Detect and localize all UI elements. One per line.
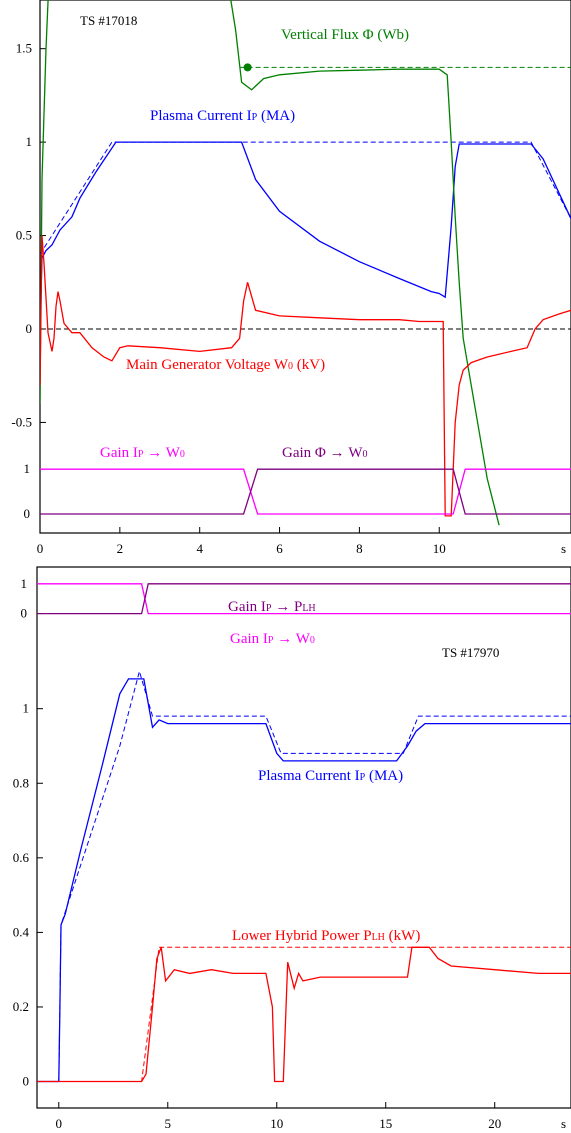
series-gain_ip xyxy=(40,468,571,515)
series-flux xyxy=(40,0,500,526)
gain-ip-w0-label-2: Gain IP → W0 xyxy=(230,631,315,647)
ip-label-2: Plasma Current IP (MA) xyxy=(258,768,403,784)
x-tick-label: 6 xyxy=(276,541,283,556)
x-tick-label: 0 xyxy=(37,541,44,556)
chart-panel-1: 0 2 4 6 8 101.510.50-0.510 TS #17018 Vertical… xyxy=(11,0,571,556)
gain-tick-label: 1 xyxy=(24,461,31,476)
shot-label-1: TS #17018 xyxy=(80,13,137,28)
y-tick-label: 0 xyxy=(26,321,33,336)
plh-label: Lower Hybrid Power PLH (kW) xyxy=(232,928,420,944)
series-ip_ref xyxy=(58,669,571,1082)
flux-marker xyxy=(243,63,252,72)
plot-frame-1 xyxy=(39,0,571,534)
gain-tick-label: 0 xyxy=(24,506,31,521)
y-tick-label: 0.8 xyxy=(13,775,29,790)
series-w0 xyxy=(40,235,571,517)
y-tick-label: 0.4 xyxy=(13,924,30,939)
ip-label-1: Plasma Current IP (MA) xyxy=(150,108,295,124)
y-tick-label: 1 xyxy=(26,134,33,149)
x-tick-label: 10 xyxy=(433,541,446,556)
gain-flux-w0-label: Gain Φ → W0 xyxy=(282,445,368,461)
series-ip_ref xyxy=(40,141,571,255)
series-ip xyxy=(37,678,571,1083)
series-ip xyxy=(40,141,571,330)
x-tick-label: 5 xyxy=(165,1116,172,1131)
series-plh xyxy=(37,946,571,1083)
y-tick-label: 0.5 xyxy=(16,228,32,243)
x-tick-label: 10 xyxy=(270,1116,283,1131)
x-tick-label: 8 xyxy=(356,541,363,556)
flux-label: Vertical Flux Φ (Wb) xyxy=(281,27,409,43)
gain-tick-label: 1 xyxy=(21,576,28,591)
y-tick-label: 0 xyxy=(23,1074,30,1089)
x-tick-label: 2 xyxy=(117,541,124,556)
series-plh_ref xyxy=(37,946,571,1082)
gain-ip-w0-label: Gain IP → W0 xyxy=(100,445,185,461)
y-tick-label: 0.6 xyxy=(13,850,30,865)
x-tick-label: 20 xyxy=(488,1116,501,1131)
y-tick-label: -0.5 xyxy=(11,414,32,429)
shot-label-2: TS #17970 xyxy=(442,645,499,660)
gain-ip-plh-label: Gain IP → PLH xyxy=(228,599,316,615)
series-gain_plh xyxy=(37,583,571,615)
x-tick-label: 15 xyxy=(379,1116,392,1131)
plot-frame-2 xyxy=(36,566,571,1109)
x-unit-2: s xyxy=(561,1116,566,1131)
y-tick-label: 1 xyxy=(23,701,30,716)
w0-label: Main Generator Voltage W0 (kV) xyxy=(126,357,325,373)
x-tick-label: 4 xyxy=(196,541,203,556)
gain-tick-label: 0 xyxy=(21,606,28,621)
x-tick-label: 0 xyxy=(56,1116,63,1131)
series-gain_flux xyxy=(40,468,571,515)
x-unit-1: s xyxy=(561,541,566,556)
y-tick-label: 0.2 xyxy=(13,999,29,1014)
y-tick-label: 1.5 xyxy=(16,41,32,56)
